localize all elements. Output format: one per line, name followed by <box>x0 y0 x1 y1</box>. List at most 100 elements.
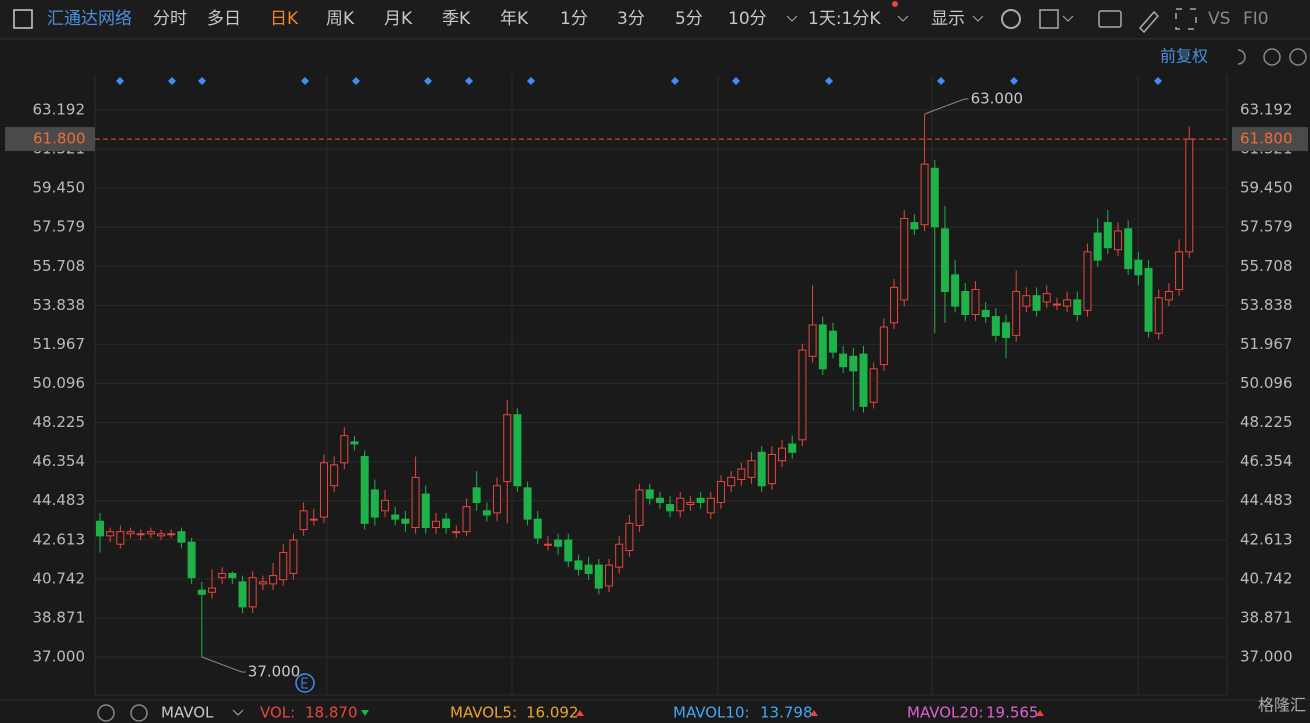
tab[interactable]: 1分 <box>560 9 588 29</box>
candle-body <box>645 489 654 499</box>
candle-body <box>126 531 135 535</box>
candle-body <box>951 274 960 307</box>
candle-body <box>1103 222 1112 249</box>
adjust[interactable]: 前复权 <box>1160 47 1208 66</box>
indicator[interactable]: MAVOL <box>161 704 214 722</box>
last-price-box <box>5 127 95 152</box>
dropdown[interactable] <box>232 709 244 716</box>
candle-body <box>503 414 512 483</box>
candle-body <box>289 539 298 574</box>
overlay: 63.000 37.000 61.800 61.800 <box>5 90 1308 680</box>
tab[interactable]: 多日 <box>207 9 241 29</box>
fio[interactable]: FI0 <box>1243 9 1269 29</box>
camera-icon[interactable] <box>1098 10 1122 28</box>
annotation-label: 37.000 <box>248 662 300 680</box>
y-tick-label-right: 44.483 <box>1240 491 1293 509</box>
zoom-out[interactable] <box>1263 48 1281 66</box>
candle-body <box>421 493 430 529</box>
candle-body <box>554 539 563 547</box>
annotation-leader <box>201 656 246 673</box>
candle-body <box>605 564 613 587</box>
candle-body <box>1124 228 1133 270</box>
candle-body <box>391 514 400 520</box>
candle-body <box>961 291 970 315</box>
settings-icon[interactable] <box>1001 9 1021 29</box>
candle-body <box>1164 291 1173 301</box>
candle-body <box>381 499 390 512</box>
footer-close[interactable] <box>130 704 148 722</box>
candle-body <box>1002 322 1011 338</box>
tab[interactable]: 5分 <box>675 9 703 29</box>
candle-body <box>248 577 257 608</box>
last-price-box <box>1232 127 1308 152</box>
annotation-label: 63.000 <box>971 90 1024 108</box>
candle-body <box>696 497 705 503</box>
candle-body <box>207 587 216 593</box>
tab[interactable]: 日K <box>270 9 299 29</box>
fullscreen-icon[interactable] <box>1175 8 1197 30</box>
candle-body <box>96 520 104 537</box>
candle-body <box>1012 291 1021 336</box>
candle-body <box>625 522 634 551</box>
trend-arrow <box>576 710 584 716</box>
y-tick-label-right: 37.000 <box>1240 647 1293 665</box>
candle-body <box>879 326 888 366</box>
candle-body <box>157 533 166 537</box>
footer-value: 19.565 <box>986 704 1039 722</box>
candle-body <box>666 504 675 512</box>
footer-settings[interactable] <box>97 704 115 722</box>
y-tick-label-right: 53.838 <box>1240 296 1293 314</box>
candle-body <box>1042 293 1051 303</box>
menu-icon[interactable] <box>13 9 33 29</box>
candle-body <box>828 330 837 353</box>
tab[interactable]: 年K <box>500 9 529 29</box>
y-tick-label: 38.871 <box>33 608 86 626</box>
pen-icon[interactable] <box>1138 10 1160 34</box>
dropdown[interactable] <box>897 15 909 22</box>
tab[interactable]: 月K <box>384 9 413 29</box>
y-tick-label: 50.096 <box>33 374 86 392</box>
candle-body <box>1022 295 1031 307</box>
candle-body <box>218 572 227 579</box>
event-icon[interactable] <box>295 673 315 693</box>
footer-label: MAVOL10: <box>673 704 750 722</box>
display[interactable]: 显示 <box>931 9 965 29</box>
candle-body <box>716 481 725 503</box>
candle-body <box>808 324 817 357</box>
tab[interactable]: 10分 <box>728 9 767 29</box>
square-icon[interactable] <box>1039 9 1059 29</box>
candle-body <box>482 510 491 516</box>
candles <box>96 114 1194 657</box>
dropdown[interactable] <box>972 15 984 22</box>
candle-body <box>533 518 542 539</box>
candle-body <box>1032 295 1041 311</box>
tab[interactable]: 周K <box>326 9 355 29</box>
tab[interactable]: 3分 <box>617 9 645 29</box>
y-tick-label: 42.613 <box>33 530 86 548</box>
tab[interactable]: 季K <box>442 9 471 29</box>
period[interactable]: 1天:1分K <box>808 9 881 29</box>
y-tick-label: 53.838 <box>33 296 86 314</box>
candle-body <box>930 167 939 228</box>
candle-body <box>401 518 410 524</box>
vs[interactable]: VS <box>1208 9 1230 29</box>
trend-arrow <box>1036 710 1044 716</box>
stock-name[interactable]: 汇通达网络 <box>47 9 132 29</box>
candle-body <box>747 460 756 478</box>
candle-body <box>686 501 695 506</box>
reset-icon[interactable] <box>1237 49 1246 65</box>
candle-body <box>778 447 787 462</box>
annotation-leader <box>924 98 969 115</box>
candle-body <box>136 533 145 536</box>
footer-label: VOL: <box>260 704 295 722</box>
tab[interactable]: 分时 <box>153 9 187 29</box>
trend-arrow <box>810 710 818 716</box>
dropdown[interactable] <box>1062 15 1074 22</box>
zoom-in[interactable] <box>1289 48 1307 66</box>
y-tick-label-right: 51.967 <box>1240 335 1293 353</box>
dropdown[interactable] <box>786 15 798 22</box>
event-markers[interactable] <box>116 77 1162 85</box>
candle-body <box>116 531 125 545</box>
candle-body <box>1144 268 1153 332</box>
y-tick-label: 37.000 <box>33 647 86 665</box>
